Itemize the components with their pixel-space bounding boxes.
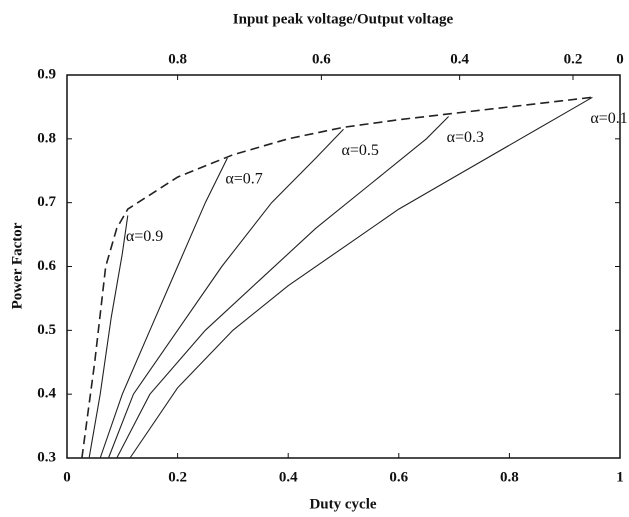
x2-tick-label: 0.6 — [312, 51, 331, 67]
y-tick-label: 0.9 — [37, 66, 56, 82]
series-label: α=0.1 — [590, 110, 627, 127]
series-line — [129, 96, 593, 459]
y-tick-label: 0.5 — [37, 322, 56, 338]
series-label: α=0.7 — [225, 171, 262, 188]
y-tick-label: 0.4 — [37, 386, 56, 402]
series-line — [107, 128, 344, 459]
x2-axis-label: Input peak voltage/Output voltage — [233, 11, 454, 27]
x2-tick-label: 0.4 — [450, 51, 469, 67]
y-tick-label: 0.6 — [37, 258, 56, 274]
series-label: α=0.3 — [447, 129, 484, 146]
y-tick-label: 0.7 — [37, 194, 56, 210]
series-line — [116, 116, 449, 459]
x-tick-label: 1 — [616, 469, 624, 485]
series-label: α=0.5 — [342, 142, 379, 159]
x2-tick-label: 0.8 — [168, 51, 187, 67]
x-tick-label: 0.6 — [389, 469, 408, 485]
y-tick-label: 0.8 — [37, 130, 56, 146]
series-line — [99, 157, 228, 459]
x-tick-label: 0.4 — [279, 469, 298, 485]
x2-tick-label: 0 — [616, 51, 624, 67]
x-tick-label: 0.2 — [168, 469, 187, 485]
x-tick-label: 0.8 — [500, 469, 519, 485]
y-tick-label: 0.3 — [37, 449, 56, 465]
x-axis-label: Duty cycle — [309, 496, 376, 512]
x-tick-label: 0 — [63, 469, 71, 485]
plot-frame — [66, 74, 621, 459]
series-line — [88, 215, 129, 459]
envelope-line — [81, 96, 593, 459]
series-label: α=0.9 — [126, 228, 163, 245]
y-axis-label: Power Factor — [9, 222, 25, 309]
x2-tick-label: 0.2 — [564, 51, 583, 67]
